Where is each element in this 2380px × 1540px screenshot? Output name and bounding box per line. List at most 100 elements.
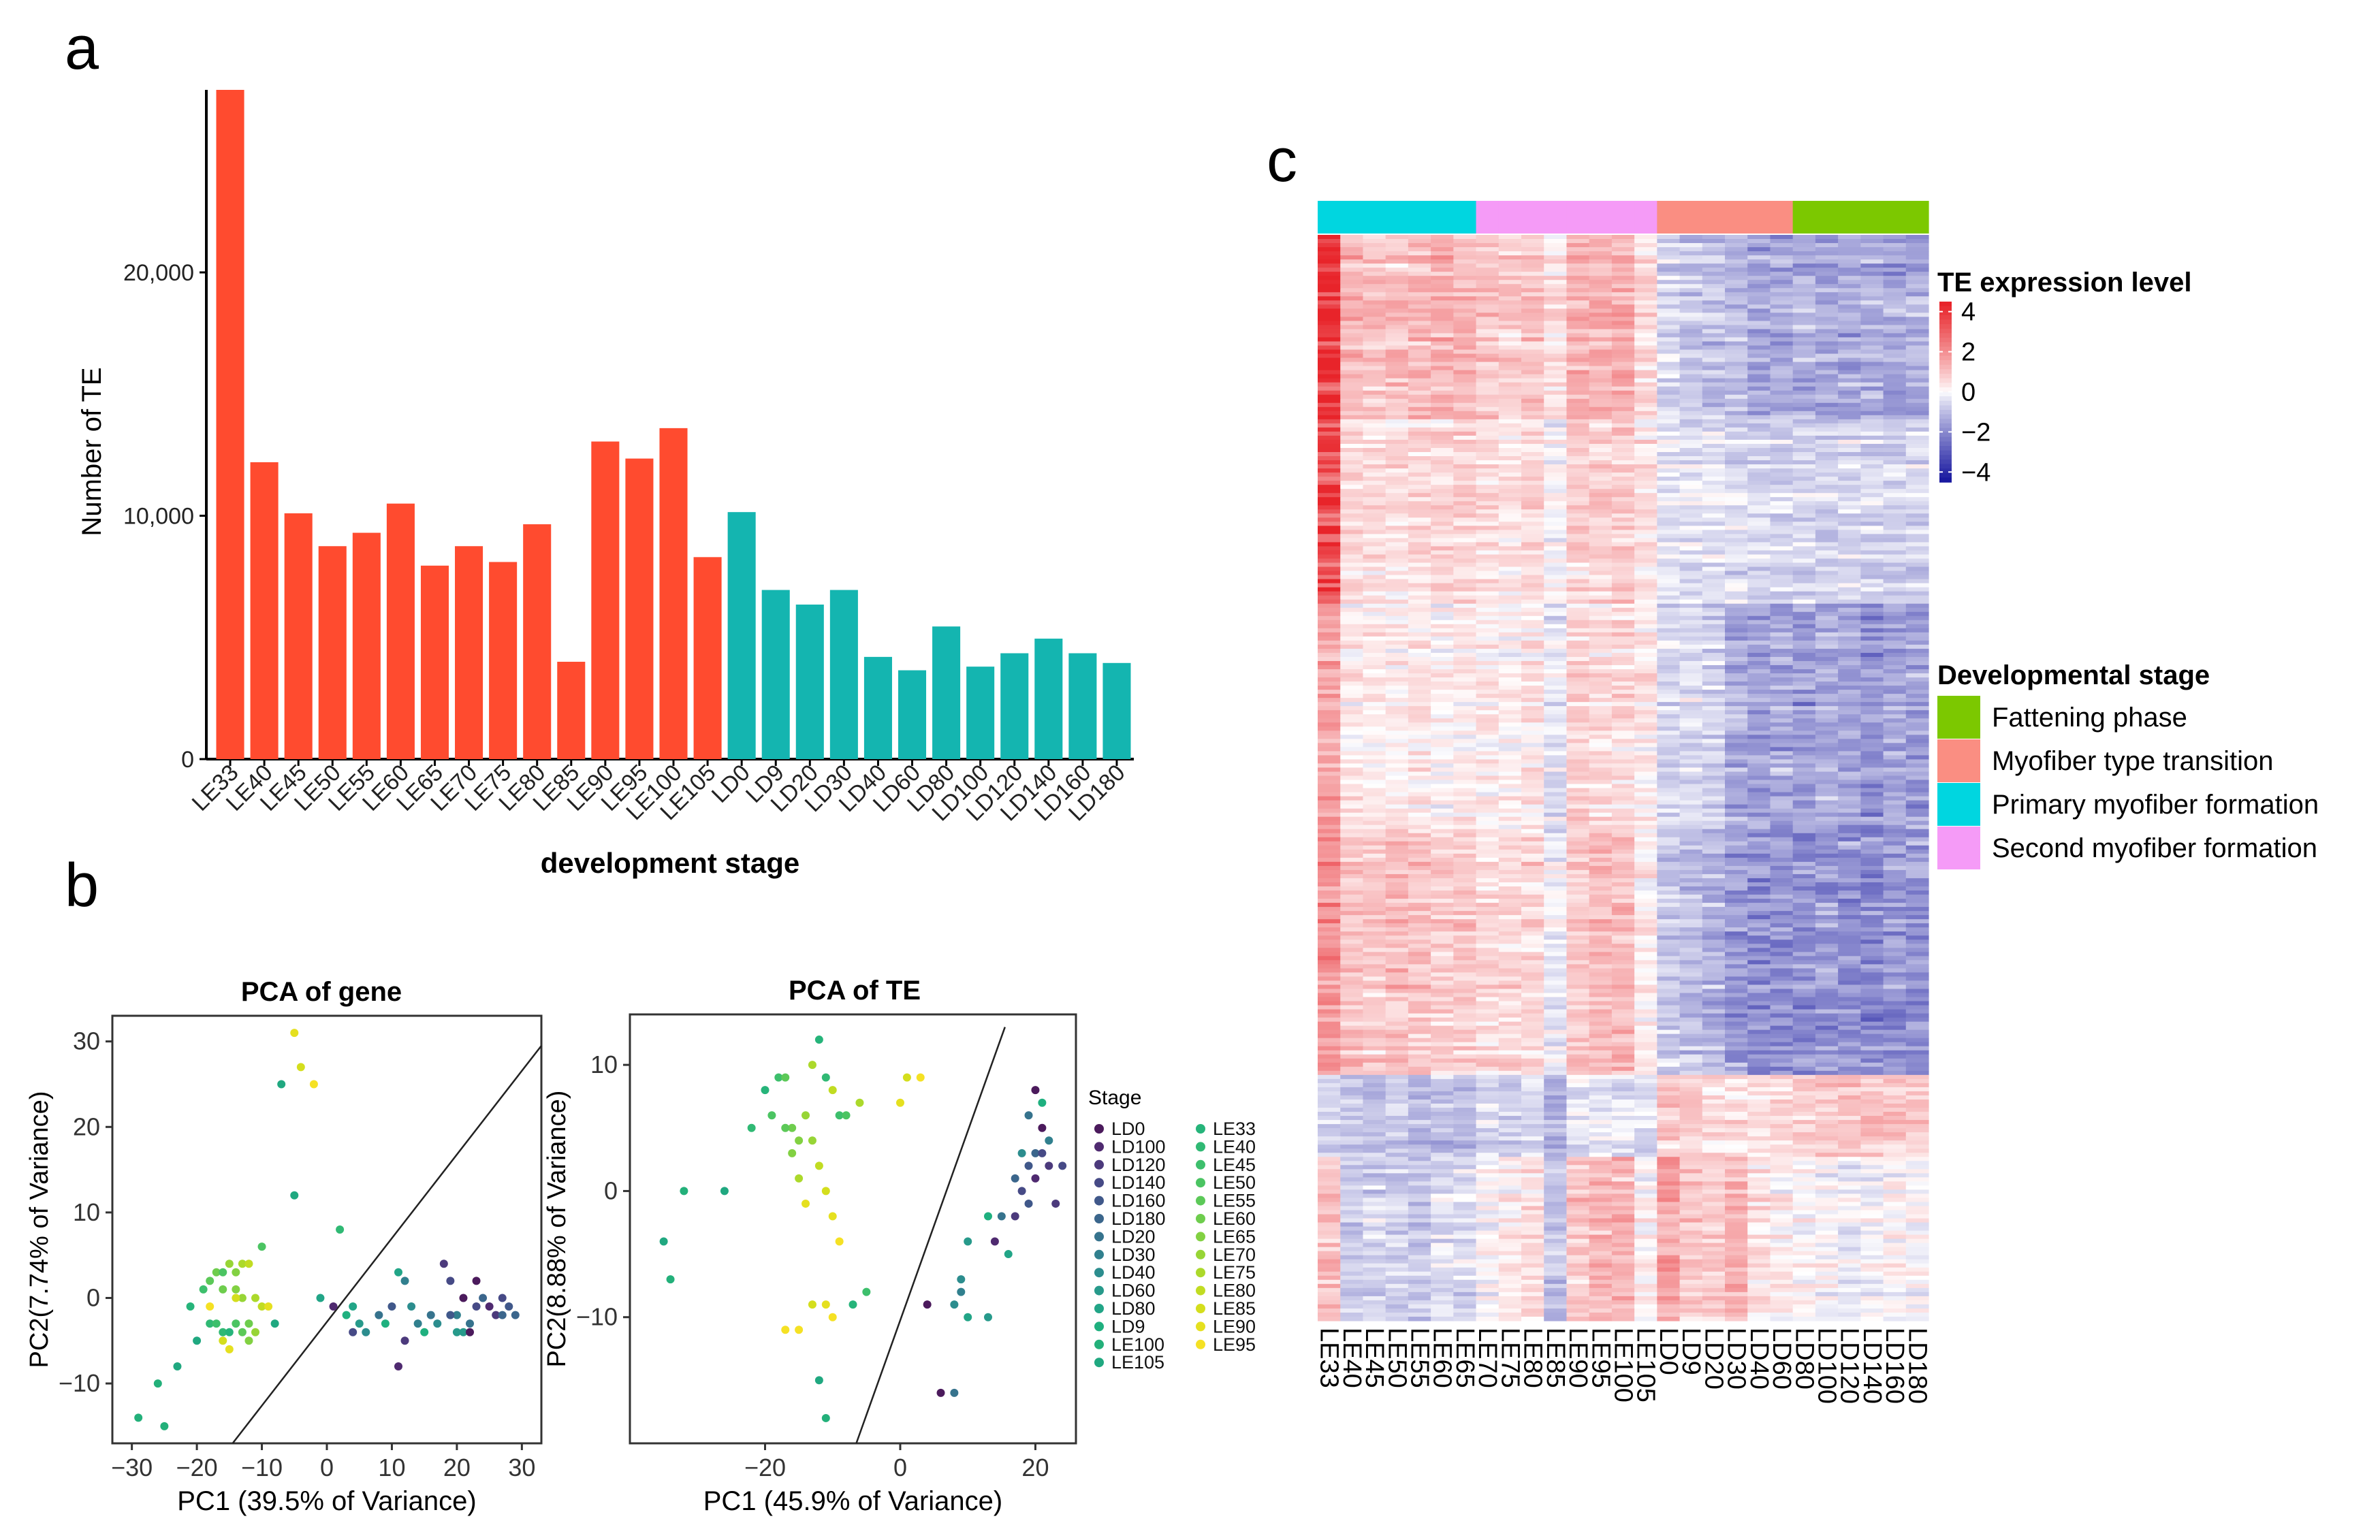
heatmap-cell: [1792, 251, 1816, 256]
heatmap-cell: [1883, 304, 1907, 309]
heatmap-cell: [1521, 673, 1544, 678]
heatmap-cell: [1385, 268, 1409, 272]
heatmap-cell: [1725, 378, 1748, 383]
heatmap-cell: [1679, 800, 1703, 805]
heatmap-cell: [1318, 452, 1341, 457]
heatmap-cell: [1702, 259, 1726, 264]
heatmap-cell: [1431, 534, 1454, 539]
heatmap-cell: [1453, 935, 1477, 940]
heatmap-cell: [1453, 550, 1477, 556]
heatmap-cell: [1679, 247, 1703, 252]
heatmap-cell: [1657, 849, 1681, 854]
heatmap-cell: [1905, 681, 1929, 686]
pca-point: [153, 1379, 162, 1388]
heatmap-cell: [1566, 919, 1590, 924]
heatmap-cell: [1770, 341, 1794, 347]
heatmap-cell: [1544, 632, 1568, 637]
heatmap-cell: [1905, 869, 1929, 875]
heatmap-cell: [1363, 857, 1386, 863]
heatmap-cell: [1408, 907, 1431, 912]
heatmap-cell: [1838, 903, 1861, 908]
heatmap-cell: [1566, 337, 1590, 342]
heatmap-cell: [1792, 292, 1816, 297]
heatmap-cell: [1431, 357, 1454, 363]
heatmap-cell: [1679, 472, 1703, 477]
heatmap-cell: [1905, 284, 1929, 289]
heatmap-cell: [1905, 755, 1929, 760]
heatmap-cell: [1702, 530, 1726, 534]
heatmap-cell: [1431, 849, 1454, 854]
heatmap-cell: [1634, 726, 1657, 731]
heatmap-cell: [1544, 558, 1568, 564]
heatmap-cell: [1385, 706, 1409, 711]
heatmap-cell: [1589, 284, 1613, 289]
heatmap-cell: [1611, 431, 1635, 436]
heatmap-cell: [1747, 857, 1771, 863]
heatmap-cell: [1657, 804, 1681, 809]
heatmap-cell: [1589, 398, 1613, 404]
heatmap-cell: [1431, 833, 1454, 838]
heatmap-cell: [1589, 611, 1613, 617]
heatmap-cell: [1476, 296, 1500, 301]
heatmap-cell: [1453, 472, 1477, 477]
heatmap-cell: [1815, 788, 1839, 793]
heatmap-cell: [1702, 460, 1726, 465]
heatmap-cell: [1340, 329, 1364, 334]
heatmap-cell: [1453, 595, 1477, 600]
heatmap-cell: [1340, 362, 1364, 367]
heatmap-cell: [1702, 664, 1726, 670]
heatmap-cell: [1905, 673, 1929, 678]
heatmap-cell: [1725, 714, 1748, 719]
heatmap-cell: [1883, 579, 1907, 584]
heatmap-cell: [1792, 837, 1816, 842]
heatmap-cell: [1521, 632, 1544, 637]
heatmap-cell: [1521, 583, 1544, 588]
heatmap-cell: [1476, 546, 1500, 551]
heatmap-cell: [1611, 669, 1635, 674]
heatmap-cell: [1521, 796, 1544, 801]
panel-label-b: b: [65, 852, 99, 920]
heatmap-cell: [1521, 251, 1544, 256]
heatmap-cell: [1431, 820, 1454, 826]
heatmap-cell: [1702, 402, 1726, 408]
heatmap-cell: [1634, 562, 1657, 568]
heatmap-cell: [1453, 640, 1477, 645]
heatmap-cell: [1340, 931, 1364, 936]
heatmap-cell: [1363, 820, 1386, 826]
heatmap-cell: [1408, 632, 1431, 637]
heatmap-cell: [1476, 739, 1500, 743]
stage-annotation-cell: [1340, 201, 1364, 234]
heatmap-cell: [1431, 927, 1454, 932]
pca-point: [659, 1237, 668, 1246]
heatmap-cell: [1702, 333, 1726, 338]
heatmap-cell: [1385, 546, 1409, 551]
heatmap-cell: [1725, 243, 1748, 248]
heatmap-cell: [1770, 923, 1794, 928]
heatmap-cell: [1453, 878, 1477, 883]
heatmap-cell: [1498, 468, 1522, 473]
heatmap-cell: [1905, 833, 1929, 838]
heatmap-cell: [1679, 321, 1703, 326]
heatmap-cell: [1408, 624, 1431, 629]
heatmap-cell: [1679, 710, 1703, 715]
heatmap-cell: [1883, 775, 1907, 781]
heatmap-cell: [1905, 522, 1929, 526]
heatmap-cell: [1318, 915, 1341, 920]
heatmap-cell: [1318, 534, 1341, 539]
heatmap-cell: [1905, 788, 1929, 793]
bar: [932, 626, 961, 759]
heatmap-cell: [1838, 853, 1861, 859]
heatmap-cell: [1702, 816, 1726, 822]
heatmap-cell: [1363, 780, 1386, 785]
heatmap-cell: [1815, 841, 1839, 846]
heatmap-cell: [1453, 333, 1477, 338]
heatmap-cell: [1747, 415, 1771, 420]
heatmap-cell: [1340, 690, 1364, 694]
heatmap-cell: [1860, 575, 1884, 580]
heatmap-cell: [1634, 603, 1657, 609]
heatmap-cell: [1385, 382, 1409, 387]
heatmap-cell: [1408, 767, 1431, 773]
heatmap-cell: [1453, 710, 1477, 715]
heatmap-cell: [1385, 263, 1409, 268]
heatmap-cell: [1566, 435, 1590, 440]
